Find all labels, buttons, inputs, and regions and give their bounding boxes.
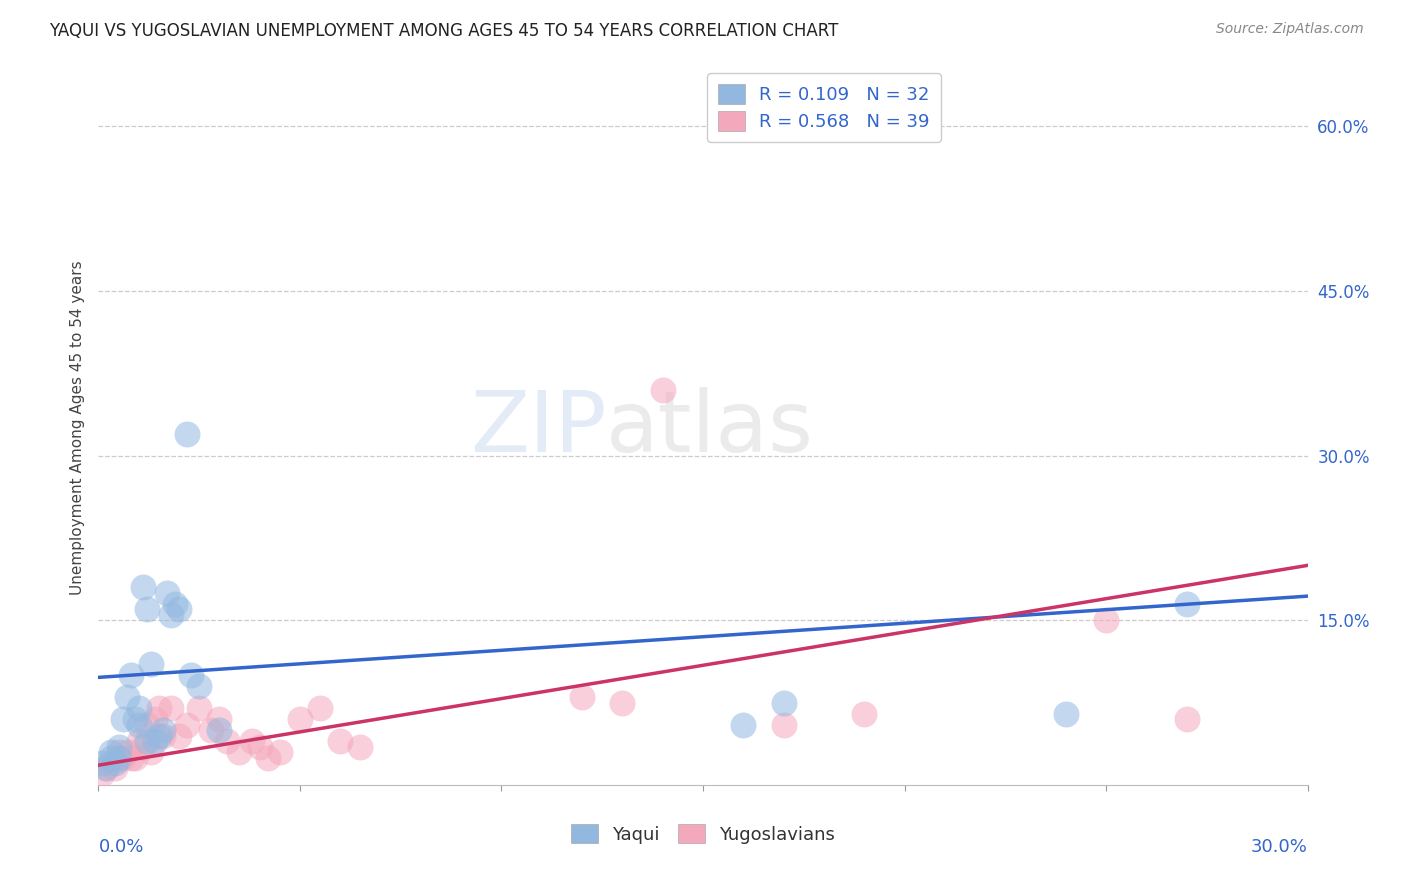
Point bbox=[107, 739, 129, 754]
Point bbox=[176, 426, 198, 441]
Point bbox=[772, 717, 794, 731]
Point bbox=[612, 696, 634, 710]
Point bbox=[160, 607, 183, 622]
Point bbox=[228, 745, 250, 759]
Point bbox=[128, 701, 150, 715]
Point bbox=[349, 739, 371, 754]
Point bbox=[1054, 706, 1077, 721]
Point bbox=[128, 717, 150, 731]
Point bbox=[269, 745, 291, 759]
Point bbox=[772, 696, 794, 710]
Point bbox=[217, 734, 239, 748]
Point bbox=[180, 668, 202, 682]
Point bbox=[100, 756, 122, 770]
Y-axis label: Unemployment Among Ages 45 to 54 years: Unemployment Among Ages 45 to 54 years bbox=[69, 260, 84, 596]
Point bbox=[96, 762, 118, 776]
Point bbox=[160, 701, 183, 715]
Point bbox=[571, 690, 593, 705]
Point bbox=[115, 690, 138, 705]
Point bbox=[156, 586, 179, 600]
Point bbox=[100, 750, 122, 764]
Text: ZIP: ZIP bbox=[470, 386, 606, 470]
Point bbox=[91, 756, 114, 770]
Point bbox=[152, 723, 174, 737]
Point bbox=[167, 729, 190, 743]
Point bbox=[124, 750, 146, 764]
Point bbox=[167, 602, 190, 616]
Point bbox=[111, 750, 134, 764]
Point bbox=[135, 717, 157, 731]
Point bbox=[103, 756, 125, 770]
Point bbox=[135, 602, 157, 616]
Text: Source: ZipAtlas.com: Source: ZipAtlas.com bbox=[1216, 22, 1364, 37]
Point bbox=[309, 701, 332, 715]
Point bbox=[115, 745, 138, 759]
Point bbox=[107, 750, 129, 764]
Point bbox=[188, 679, 211, 693]
Text: YAQUI VS YUGOSLAVIAN UNEMPLOYMENT AMONG AGES 45 TO 54 YEARS CORRELATION CHART: YAQUI VS YUGOSLAVIAN UNEMPLOYMENT AMONG … bbox=[49, 22, 838, 40]
Point bbox=[120, 750, 142, 764]
Text: 30.0%: 30.0% bbox=[1251, 838, 1308, 856]
Point bbox=[132, 580, 155, 594]
Point bbox=[132, 739, 155, 754]
Point bbox=[208, 712, 231, 726]
Text: 0.0%: 0.0% bbox=[98, 838, 143, 856]
Point bbox=[249, 739, 271, 754]
Point bbox=[163, 597, 186, 611]
Point bbox=[143, 734, 166, 748]
Point bbox=[139, 657, 162, 672]
Point bbox=[124, 712, 146, 726]
Point bbox=[1095, 613, 1118, 627]
Point bbox=[148, 701, 170, 715]
Point bbox=[329, 734, 352, 748]
Point bbox=[208, 723, 231, 737]
Point bbox=[120, 668, 142, 682]
Point bbox=[107, 745, 129, 759]
Point bbox=[100, 745, 122, 759]
Point bbox=[651, 383, 673, 397]
Point bbox=[103, 762, 125, 776]
Point bbox=[96, 762, 118, 776]
Point bbox=[1175, 597, 1198, 611]
Point bbox=[152, 729, 174, 743]
Point bbox=[188, 701, 211, 715]
Point bbox=[240, 734, 263, 748]
Point bbox=[853, 706, 876, 721]
Point bbox=[143, 712, 166, 726]
Point bbox=[148, 729, 170, 743]
Point bbox=[139, 745, 162, 759]
Point bbox=[1175, 712, 1198, 726]
Text: atlas: atlas bbox=[606, 386, 814, 470]
Point bbox=[200, 723, 222, 737]
Point bbox=[288, 712, 311, 726]
Legend: Yaqui, Yugoslavians: Yaqui, Yugoslavians bbox=[564, 816, 842, 851]
Point bbox=[733, 717, 755, 731]
Point bbox=[176, 717, 198, 731]
Point bbox=[128, 734, 150, 748]
Point bbox=[111, 712, 134, 726]
Point bbox=[135, 734, 157, 748]
Point bbox=[91, 767, 114, 781]
Point bbox=[256, 750, 278, 764]
